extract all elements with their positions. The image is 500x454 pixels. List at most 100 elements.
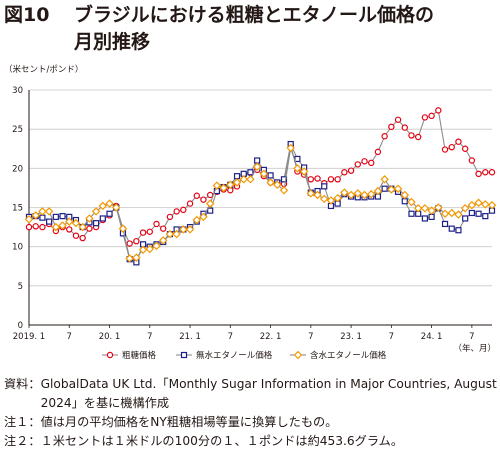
data-point: [266, 178, 275, 187]
data-point: [85, 214, 94, 223]
data-point: [126, 240, 133, 247]
data-point: [254, 157, 261, 164]
data-point: [25, 223, 33, 231]
data-point: [454, 210, 463, 219]
legend-marker: [180, 351, 188, 359]
data-point: [435, 107, 442, 114]
data-point: [138, 245, 148, 255]
data-point: [166, 213, 174, 221]
data-point: [24, 215, 34, 224]
data-point: [441, 146, 449, 153]
data-point: [374, 148, 382, 156]
data-point: [106, 210, 113, 217]
data-point: [381, 185, 388, 192]
x-tick-label: 2019. 1: [13, 332, 45, 342]
data-point: [353, 189, 363, 198]
x-tick-label: 7: [308, 332, 313, 342]
legend-label: 無水エタノール価格: [196, 350, 273, 361]
data-point: [448, 225, 455, 232]
data-point: [447, 208, 456, 218]
data-point: [267, 172, 274, 179]
data-point: [279, 186, 289, 195]
data-point: [98, 201, 108, 211]
series-line: [28, 147, 493, 260]
data-point: [72, 232, 80, 239]
data-point: [321, 183, 328, 190]
data-point: [39, 214, 46, 221]
line-chart: 0 5 10 15 20 25 30 2019. 1 7 20. 1 7 21. 1 7 22. 1 7 23…: [12, 86, 497, 361]
data-point: [79, 234, 86, 242]
data-point: [380, 175, 389, 184]
data-point: [199, 212, 208, 222]
data-point: [86, 225, 93, 232]
data-point: [111, 203, 121, 212]
data-point: [394, 116, 402, 123]
data-point: [448, 143, 455, 151]
data-point: [460, 204, 470, 213]
note-source: 資料： GlobalData UK Ltd.「Monthly Sugar Inf…: [4, 375, 498, 413]
data-point: [212, 181, 222, 190]
data-point: [193, 192, 200, 199]
data-point: [306, 189, 316, 198]
data-point: [408, 132, 415, 139]
y-axis-unit: （米セント/ポンド）: [4, 65, 84, 75]
data-point: [286, 143, 295, 153]
data-point: [400, 190, 410, 200]
x-tick-label: 7: [67, 332, 72, 342]
x-tick-label: 7: [228, 332, 233, 342]
data-point: [205, 199, 215, 208]
data-point: [455, 227, 462, 234]
x-tick-label: 7: [147, 332, 152, 342]
data-point: [172, 229, 181, 239]
data-point: [467, 200, 477, 210]
chart-title: 図10 ブラジルにおける粗糖とエタノール価格の 月別推移: [4, 2, 496, 56]
data-point: [200, 196, 207, 203]
y-tick-label: 0: [18, 321, 23, 331]
y-tick-label: 20: [12, 164, 23, 174]
x-tick-label: 24. 1: [421, 332, 443, 342]
y-tick-label: 25: [12, 125, 23, 135]
note-label: 注１：: [4, 415, 41, 429]
data-point: [99, 215, 106, 222]
title-line-2: 月別推移: [74, 31, 151, 53]
data-point: [421, 215, 428, 222]
data-point: [206, 191, 214, 199]
figure-number: 図10: [4, 4, 50, 26]
data-point: [226, 180, 235, 190]
y-tick-label: 30: [12, 86, 23, 96]
data-point: [185, 225, 195, 234]
data-point: [360, 190, 369, 200]
data-point: [158, 236, 168, 245]
data-point: [46, 218, 53, 225]
data-point: [165, 229, 175, 239]
data-point: [401, 198, 408, 205]
data-point: [434, 203, 443, 212]
data-point: [314, 175, 321, 182]
y-tick-label: 5: [18, 282, 23, 292]
data-point: [319, 194, 329, 204]
data-point: [440, 209, 450, 219]
data-point: [488, 169, 496, 176]
data-point: [334, 176, 341, 183]
data-point: [294, 155, 301, 163]
data-point: [327, 176, 335, 183]
note-2: 注２： １米セントは１米ドルの100分の１、１ポンドは約453.6グラム。: [4, 432, 498, 451]
note-label: 資料：: [4, 377, 41, 391]
data-point: [462, 215, 469, 222]
x-tick-label: 21. 1: [179, 332, 201, 342]
y-tick-label: 15: [12, 204, 23, 214]
data-point: [232, 178, 242, 187]
x-tick-label: 7: [389, 332, 394, 342]
y-tick-label: 10: [12, 243, 23, 253]
data-point: [179, 225, 188, 234]
data-point: [146, 228, 153, 235]
data-point: [307, 176, 315, 183]
note-1: 注１： 値は月の平均価格をNY粗糖相場等量に換算したもの。: [4, 413, 498, 432]
legend-label: 含水エタノール価格: [310, 350, 387, 361]
data-point: [280, 176, 288, 183]
data-point: [461, 145, 469, 152]
data-point: [152, 241, 161, 251]
legend-label: 粗糖価格: [122, 350, 157, 361]
data-point: [475, 170, 482, 178]
data-point: [428, 112, 435, 120]
